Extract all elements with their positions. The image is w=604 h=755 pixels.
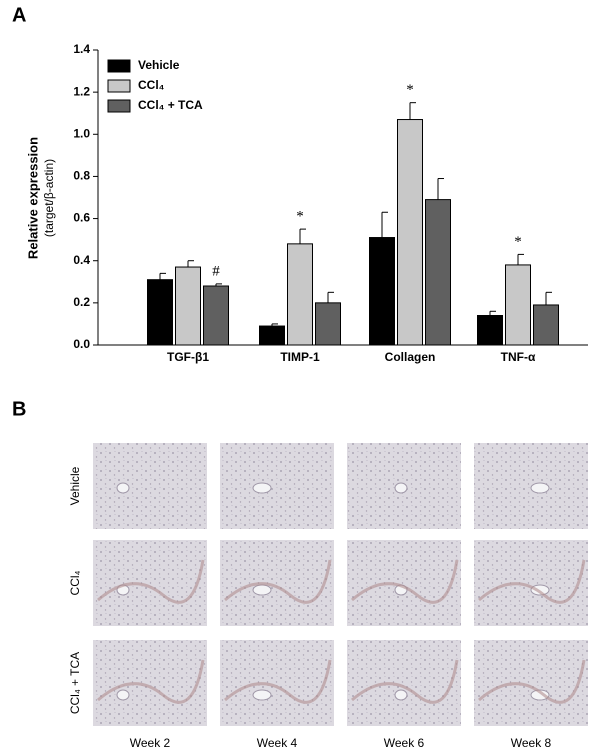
vessel <box>394 482 408 494</box>
significance-mark: # <box>212 263 220 279</box>
y-tick-label: 0.6 <box>73 211 90 225</box>
vessel <box>252 689 272 701</box>
micrograph <box>93 443 207 529</box>
significance-mark: * <box>296 209 304 225</box>
micrograph <box>474 640 588 726</box>
legend-swatch <box>107 59 131 73</box>
x-tick-label: TGF-β1 <box>167 350 209 364</box>
y-tick-label: 0.2 <box>73 295 90 309</box>
column-label: Week 8 <box>511 736 552 750</box>
panel-label: A <box>12 4 26 26</box>
fibrosis <box>97 559 205 604</box>
micrograph <box>220 443 334 529</box>
significance-mark: * <box>406 82 414 98</box>
fibrosis <box>224 559 332 604</box>
bar <box>203 285 229 346</box>
y-axis-label: Relative expression <box>25 137 40 259</box>
bar <box>175 266 201 346</box>
vessel <box>116 482 130 494</box>
fibrosis <box>478 559 586 604</box>
bar <box>425 199 451 346</box>
bar <box>147 279 173 346</box>
micrograph <box>93 640 207 726</box>
y-tick-label: 0.4 <box>73 253 90 267</box>
micrograph <box>474 443 588 529</box>
fibrosis <box>478 659 586 704</box>
panel-label: B <box>12 398 26 420</box>
x-tick-label: TNF-α <box>501 350 536 364</box>
vessel <box>116 689 130 701</box>
row-label: CCl₄ + TCA <box>68 652 82 714</box>
vessel <box>252 584 272 596</box>
micrograph <box>220 640 334 726</box>
y-tick-label: 1.4 <box>73 42 90 56</box>
fibrosis <box>97 659 205 704</box>
vessel <box>252 482 272 494</box>
fibrosis <box>351 559 459 604</box>
column-label: Week 2 <box>130 736 171 750</box>
legend-swatch <box>107 79 131 93</box>
x-tick-label: Collagen <box>385 350 436 364</box>
legend-label: CCl₄ <box>138 78 165 92</box>
legend-label: Vehicle <box>138 58 180 72</box>
micrograph <box>347 640 461 726</box>
bar <box>477 315 503 346</box>
y-axis-sublabel: (target/β-actin) <box>42 159 56 237</box>
column-label: Week 4 <box>257 736 298 750</box>
micrograph <box>474 540 588 626</box>
row-label: Vehicle <box>68 466 82 505</box>
significance-mark: * <box>514 234 522 250</box>
legend-label: CCl₄ + TCA <box>138 98 203 112</box>
vessel <box>530 482 550 494</box>
y-tick-label: 1.2 <box>73 84 90 98</box>
y-tick-label: 0.0 <box>73 337 90 351</box>
y-tick-label: 0.8 <box>73 169 90 183</box>
bar <box>369 237 395 346</box>
legend-swatch <box>107 99 131 113</box>
micrograph <box>347 540 461 626</box>
bar <box>259 325 285 346</box>
fibrosis <box>351 659 459 704</box>
micrograph <box>93 540 207 626</box>
fibrosis <box>224 659 332 704</box>
vessel <box>530 689 550 701</box>
bar <box>505 264 531 346</box>
bar <box>533 304 559 346</box>
bar <box>315 302 341 346</box>
row-label: CCl₄ <box>68 570 82 595</box>
micrograph <box>220 540 334 626</box>
column-label: Week 6 <box>384 736 425 750</box>
bar <box>397 119 423 346</box>
bar <box>287 243 313 346</box>
vessel <box>394 689 408 701</box>
y-tick-label: 1.0 <box>73 126 90 140</box>
x-tick-label: TIMP-1 <box>280 350 320 364</box>
